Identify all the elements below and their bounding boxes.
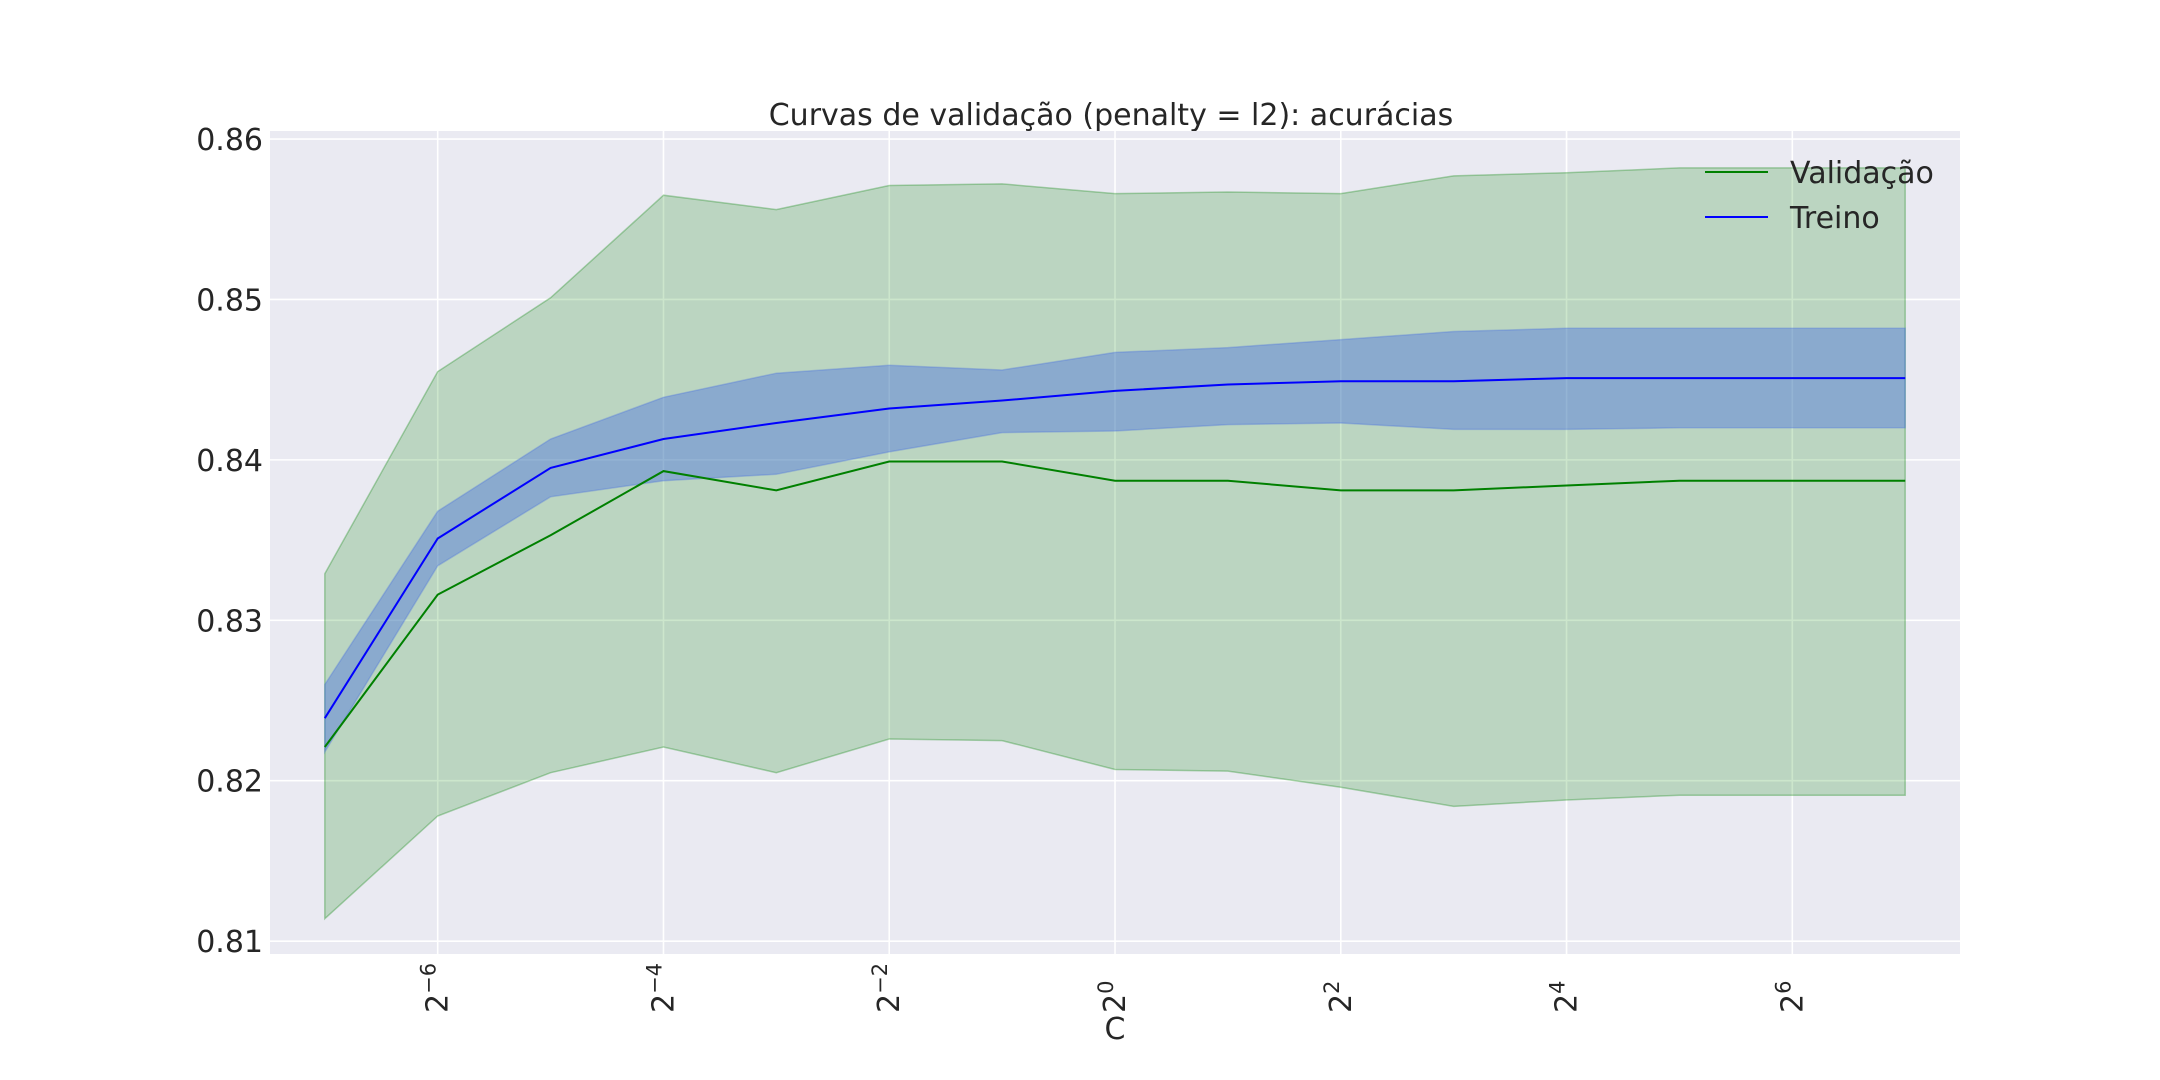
- x-tick-label: 22: [1320, 981, 1359, 1013]
- svg-text:22: 22: [1320, 981, 1359, 1013]
- svg-text:2−2: 2−2: [868, 963, 907, 1013]
- y-tick-label: 0.83: [196, 604, 263, 639]
- confidence-bands: [324, 167, 1906, 921]
- y-axis-ticks: 0.81 0.82 0.83 0.84 0.85 0.86: [196, 123, 263, 960]
- y-tick-label: 0.82: [196, 765, 263, 800]
- grid: [270, 131, 1960, 954]
- x-tick-label: 24: [1546, 981, 1585, 1013]
- series-line-validacao: [323, 460, 1906, 748]
- y-tick-label: 0.84: [196, 444, 263, 479]
- x-axis-ticks: 2−6 2−4 2−2 20 22 24 26: [417, 963, 1811, 1013]
- chart-title: Curvas de validação (penalty = l2): acur…: [769, 98, 1454, 133]
- svg-text:26: 26: [1771, 981, 1810, 1013]
- x-tick-label: 2−2: [868, 963, 907, 1013]
- x-tick-label: 26: [1771, 981, 1810, 1013]
- svg-text:2−4: 2−4: [643, 963, 682, 1013]
- x-tick-label: 2−4: [643, 963, 682, 1013]
- x-tick-label: 2−6: [417, 963, 456, 1013]
- series-lines: [323, 377, 1906, 748]
- y-tick-label: 0.86: [196, 123, 263, 158]
- y-tick-label: 0.81: [196, 925, 263, 960]
- series-line-treino: [323, 377, 1906, 719]
- legend-label: Treino: [1789, 201, 1880, 236]
- y-tick-label: 0.85: [196, 284, 263, 319]
- x-axis-label: C: [1105, 1012, 1126, 1047]
- legend-label: Validação: [1790, 156, 1934, 191]
- svg-text:24: 24: [1546, 981, 1585, 1013]
- svg-text:2−6: 2−6: [417, 963, 456, 1013]
- x-tick-label: 20: [1094, 981, 1133, 1013]
- band-treino: [324, 327, 1906, 755]
- band-validacao: [324, 167, 1906, 921]
- svg-text:20: 20: [1094, 981, 1133, 1013]
- legend: Validação Treino: [1705, 156, 1934, 236]
